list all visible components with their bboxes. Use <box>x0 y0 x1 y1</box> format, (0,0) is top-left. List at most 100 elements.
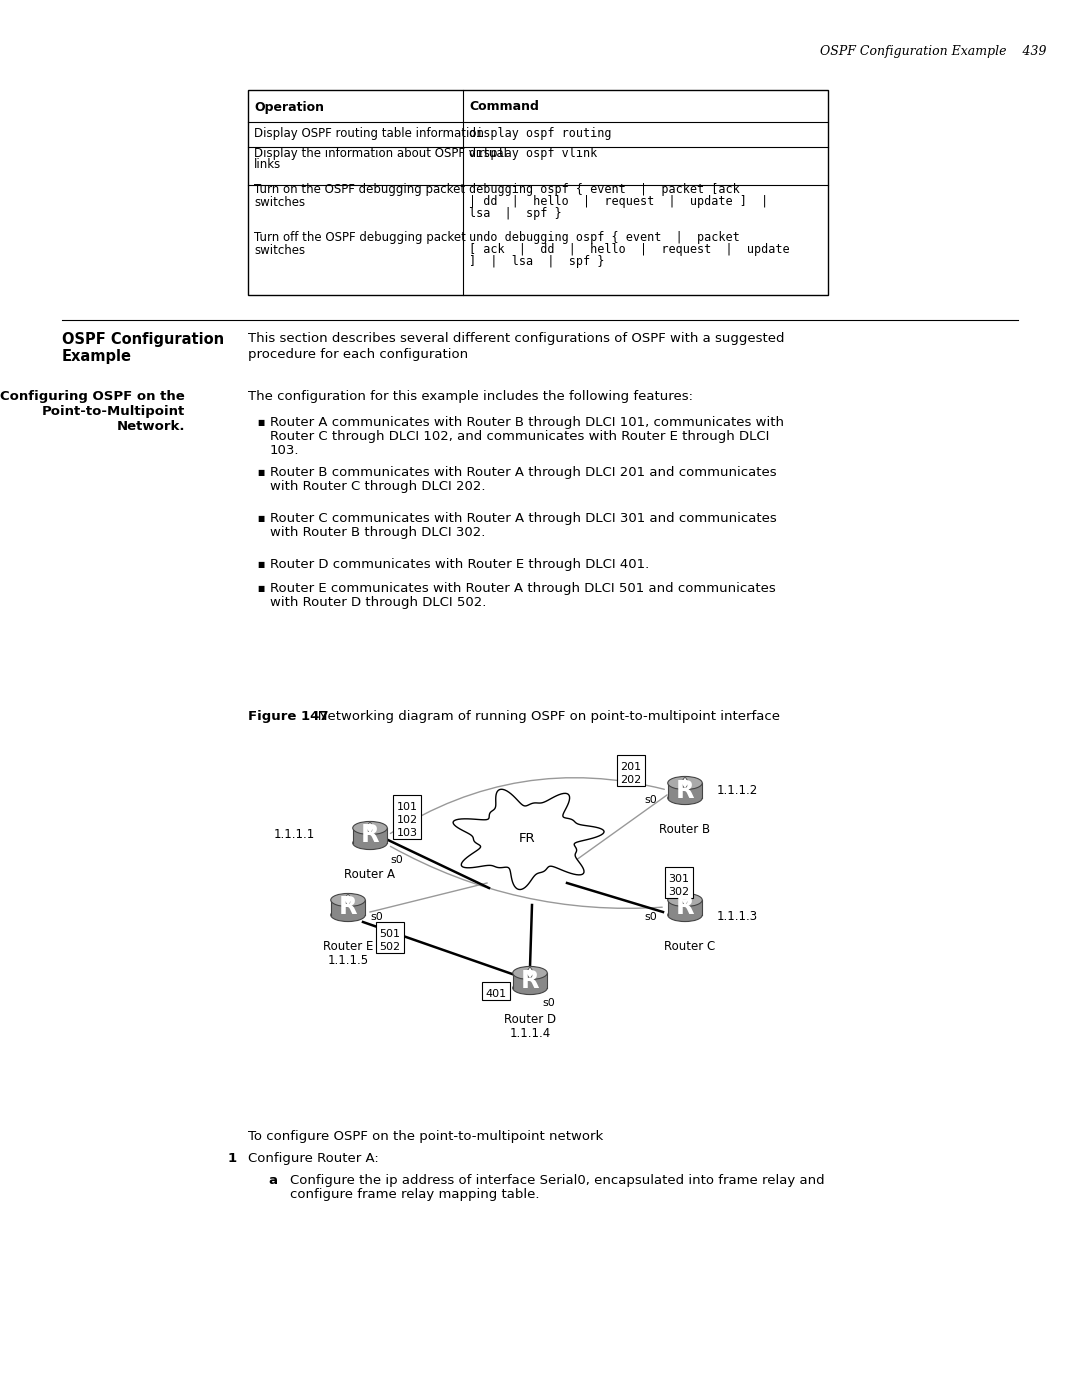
Text: [ ack  |  dd  |  hello  |  request  |  update: [ ack | dd | hello | request | update <box>469 243 789 257</box>
Text: debugging ospf { event  |  packet [ack: debugging ospf { event | packet [ack <box>469 183 740 197</box>
Text: Router E communicates with Router A through DLCI 501 and communicates: Router E communicates with Router A thro… <box>270 583 775 595</box>
Text: Operation: Operation <box>254 101 324 113</box>
Text: lsa  |  spf }: lsa | spf } <box>469 208 562 221</box>
Text: configure frame relay mapping table.: configure frame relay mapping table. <box>291 1187 540 1201</box>
Text: Turn off the OSPF debugging packet: Turn off the OSPF debugging packet <box>254 232 465 244</box>
Text: s0: s0 <box>542 997 555 1009</box>
Text: 1.1.1.1: 1.1.1.1 <box>273 828 315 841</box>
Text: To configure OSPF on the point-to-multipoint network: To configure OSPF on the point-to-multip… <box>248 1130 604 1143</box>
Bar <box>667 782 702 798</box>
Ellipse shape <box>513 982 548 995</box>
Text: Router A communicates with Router B through DLCI 101, communicates with: Router A communicates with Router B thro… <box>270 416 784 429</box>
Text: FR: FR <box>518 831 536 845</box>
Text: Example: Example <box>62 349 132 365</box>
Text: 102: 102 <box>396 814 418 826</box>
Text: ]  |  lsa  |  spf }: ] | lsa | spf } <box>469 256 605 268</box>
Ellipse shape <box>667 894 702 907</box>
Text: R: R <box>676 895 694 919</box>
Ellipse shape <box>353 821 388 834</box>
Text: Router C: Router C <box>664 940 716 953</box>
Text: Router B: Router B <box>660 823 711 835</box>
Text: Figure 147: Figure 147 <box>248 710 328 724</box>
Text: Command: Command <box>469 101 539 113</box>
Bar <box>482 982 510 1000</box>
Polygon shape <box>680 777 689 789</box>
Text: ■: ■ <box>257 468 265 476</box>
Text: Router B communicates with Router A through DLCI 201 and communicates: Router B communicates with Router A thro… <box>270 467 777 479</box>
Text: a: a <box>268 1173 276 1187</box>
Text: s0: s0 <box>645 795 657 805</box>
Text: Configuring OSPF on the: Configuring OSPF on the <box>0 390 185 402</box>
Bar <box>393 795 421 840</box>
Text: Router D communicates with Router E through DLCI 401.: Router D communicates with Router E thro… <box>270 557 649 571</box>
Text: 1: 1 <box>228 1153 238 1165</box>
Text: R: R <box>521 968 539 992</box>
Bar <box>617 754 645 787</box>
Text: 103: 103 <box>396 828 418 838</box>
Text: Router D: Router D <box>504 1013 556 1025</box>
Ellipse shape <box>667 792 702 805</box>
Ellipse shape <box>330 894 365 907</box>
Text: 103.: 103. <box>270 444 299 457</box>
Text: display ospf routing: display ospf routing <box>469 127 611 140</box>
Bar <box>665 868 693 898</box>
Text: links: links <box>254 158 281 172</box>
Text: with Router C through DLCI 202.: with Router C through DLCI 202. <box>270 481 486 493</box>
Text: Display OSPF routing table information: Display OSPF routing table information <box>254 127 484 140</box>
Text: 202: 202 <box>620 775 642 785</box>
Text: Configure Router A:: Configure Router A: <box>248 1153 379 1165</box>
Text: Networking diagram of running OSPF on point-to-multipoint interface: Networking diagram of running OSPF on po… <box>305 710 780 724</box>
Text: Router A: Router A <box>345 868 395 882</box>
Polygon shape <box>343 894 352 907</box>
Ellipse shape <box>353 837 388 849</box>
Ellipse shape <box>330 908 365 922</box>
Text: display ospf vlink: display ospf vlink <box>469 147 597 159</box>
Bar <box>513 972 548 988</box>
Text: ■: ■ <box>257 418 265 427</box>
Text: 302: 302 <box>669 887 689 897</box>
Text: 1.1.1.5: 1.1.1.5 <box>327 954 368 967</box>
Bar <box>667 900 702 915</box>
Text: Router E: Router E <box>323 940 374 953</box>
Text: with Router D through DLCI 502.: with Router D through DLCI 502. <box>270 597 486 609</box>
Text: procedure for each configuration: procedure for each configuration <box>248 348 468 360</box>
Text: Configure the ip address of interface Serial0, encapsulated into frame relay and: Configure the ip address of interface Se… <box>291 1173 825 1187</box>
Bar <box>353 828 388 842</box>
Text: with Router B through DLCI 302.: with Router B through DLCI 302. <box>270 527 485 539</box>
Text: Router C communicates with Router A through DLCI 301 and communicates: Router C communicates with Router A thro… <box>270 511 777 525</box>
Bar <box>248 89 828 295</box>
Text: 101: 101 <box>396 802 418 812</box>
Text: Turn on the OSPF debugging packet: Turn on the OSPF debugging packet <box>254 183 465 197</box>
Text: 301: 301 <box>669 875 689 884</box>
Ellipse shape <box>667 908 702 922</box>
Text: OSPF Configuration Example    439: OSPF Configuration Example 439 <box>820 46 1047 59</box>
Ellipse shape <box>667 777 702 789</box>
Text: s0: s0 <box>370 912 382 922</box>
Polygon shape <box>526 967 535 979</box>
Text: switches: switches <box>254 243 306 257</box>
Text: The configuration for this example includes the following features:: The configuration for this example inclu… <box>248 390 693 402</box>
Text: s0: s0 <box>645 912 657 922</box>
Text: undo debugging ospf { event  |  packet: undo debugging ospf { event | packet <box>469 232 740 244</box>
Text: 1.1.1.3: 1.1.1.3 <box>717 911 758 923</box>
Text: 1.1.1.4: 1.1.1.4 <box>510 1027 551 1039</box>
Bar <box>376 922 404 953</box>
Polygon shape <box>454 789 604 890</box>
Text: s0: s0 <box>390 855 403 865</box>
Bar <box>330 900 365 915</box>
Text: R: R <box>361 823 379 848</box>
Text: This section describes several different configurations of OSPF with a suggested: This section describes several different… <box>248 332 784 345</box>
Text: R: R <box>339 895 357 919</box>
Text: 502: 502 <box>379 942 401 951</box>
Text: Display the information about OSPF virtual: Display the information about OSPF virtu… <box>254 147 507 159</box>
Text: ■: ■ <box>257 514 265 522</box>
Text: 1.1.1.2: 1.1.1.2 <box>717 784 758 796</box>
Text: | dd  |  hello  |  request  |  update ]  |: | dd | hello | request | update ] | <box>469 196 768 208</box>
Text: 401: 401 <box>485 989 507 999</box>
Polygon shape <box>366 821 374 834</box>
Text: ■: ■ <box>257 560 265 569</box>
Text: switches: switches <box>254 196 306 208</box>
Text: Network.: Network. <box>117 420 185 433</box>
Text: ■: ■ <box>257 584 265 592</box>
Text: 201: 201 <box>620 761 642 773</box>
